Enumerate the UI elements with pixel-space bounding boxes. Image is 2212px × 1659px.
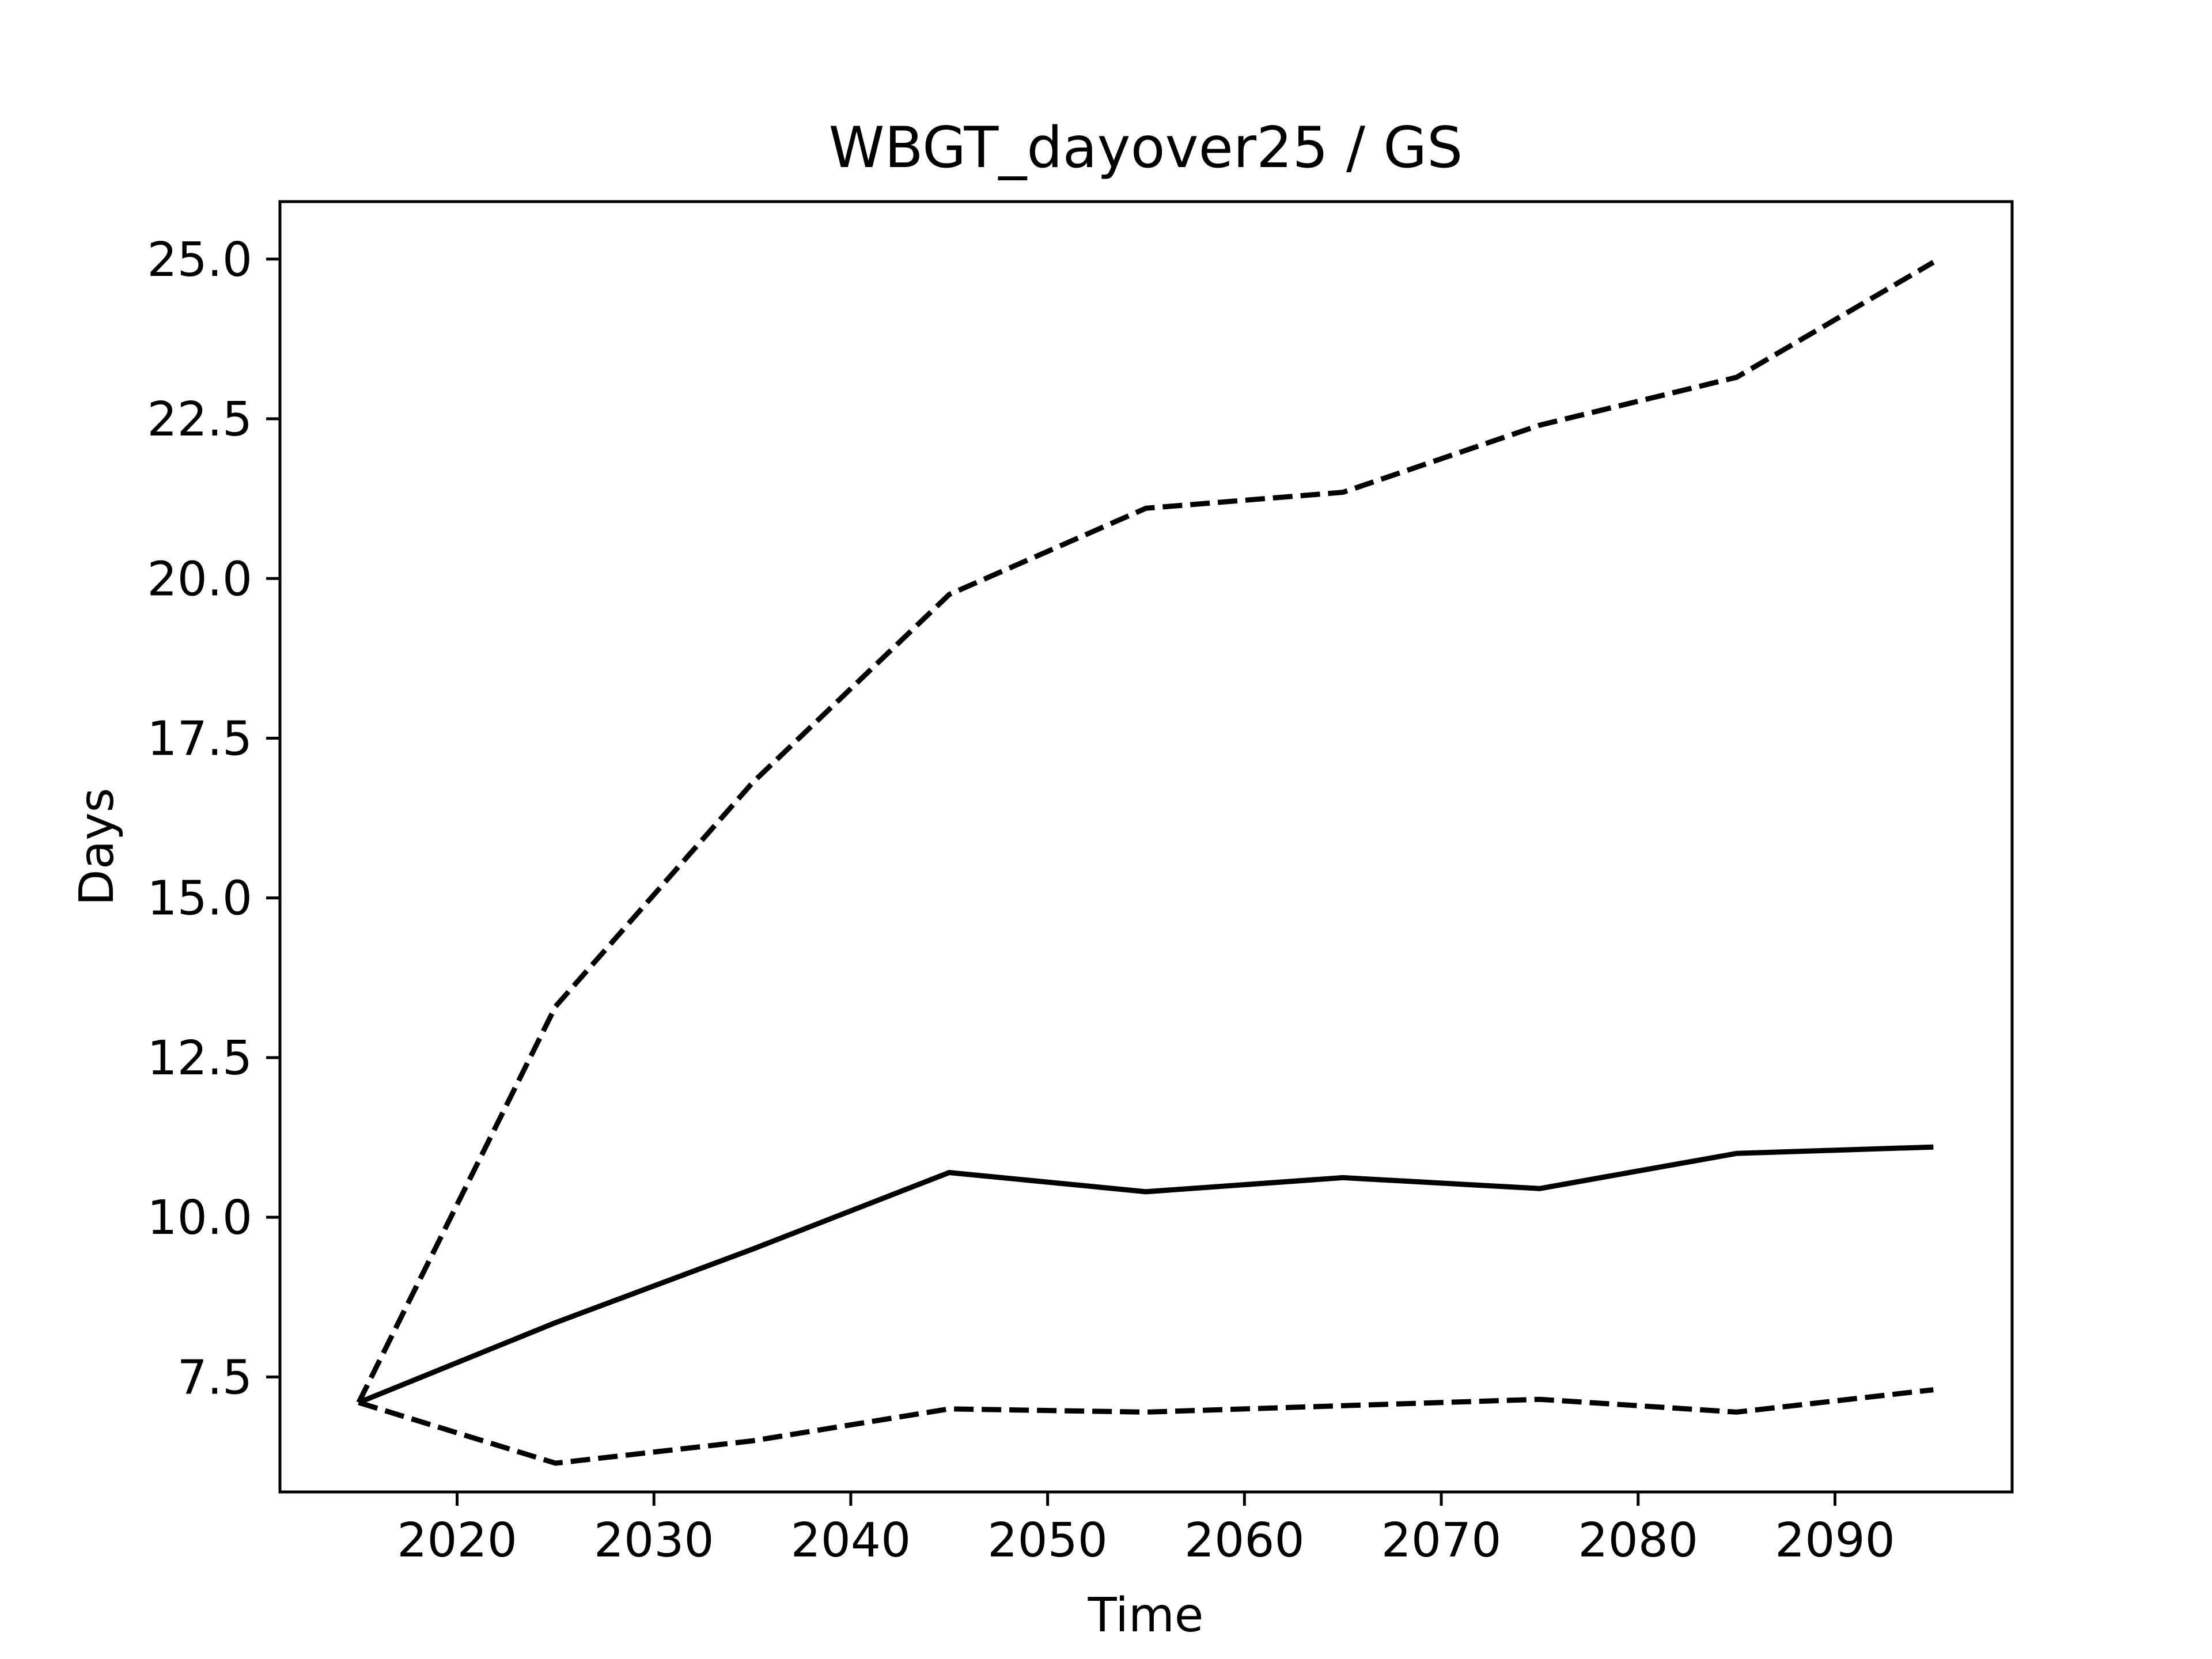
chart-title: WBGT_dayover25 / GS [829,115,1463,181]
y-tick-label: 20.0 [147,552,252,607]
series-layer [356,260,1935,1466]
series-line-2 [358,1144,1934,1405]
x-tick-label: 2030 [594,1513,714,1568]
y-tick-label: 15.0 [147,872,252,926]
x-tick-label: 2020 [397,1513,517,1568]
y-tick-label: 25.0 [147,233,252,287]
x-axis: 2020 2030 2040 2050 2060 2070 2080 2090 [397,1492,1895,1568]
x-tick-label: 2040 [791,1513,911,1568]
y-tick-label: 7.5 [177,1350,252,1405]
y-tick-label: 17.5 [147,711,252,766]
y-axis-label: Days [70,788,124,906]
y-tick-label: 22.5 [147,392,252,447]
x-tick-label: 2080 [1578,1513,1698,1568]
x-tick-label: 2060 [1184,1513,1305,1568]
y-tick-label: 10.0 [147,1191,252,1245]
x-tick-label: 2070 [1381,1513,1502,1568]
y-axis: 7.5 10.0 12.5 15.0 17.5 20.0 22.5 25.0 [147,233,280,1405]
x-tick-label: 2090 [1775,1513,1895,1568]
plot-frame [278,200,2014,1494]
x-axis-label: Time [1088,1588,1204,1643]
series-line-1 [356,260,1935,1404]
y-tick-label: 12.5 [147,1031,252,1086]
x-tick-label: 2050 [987,1513,1108,1568]
